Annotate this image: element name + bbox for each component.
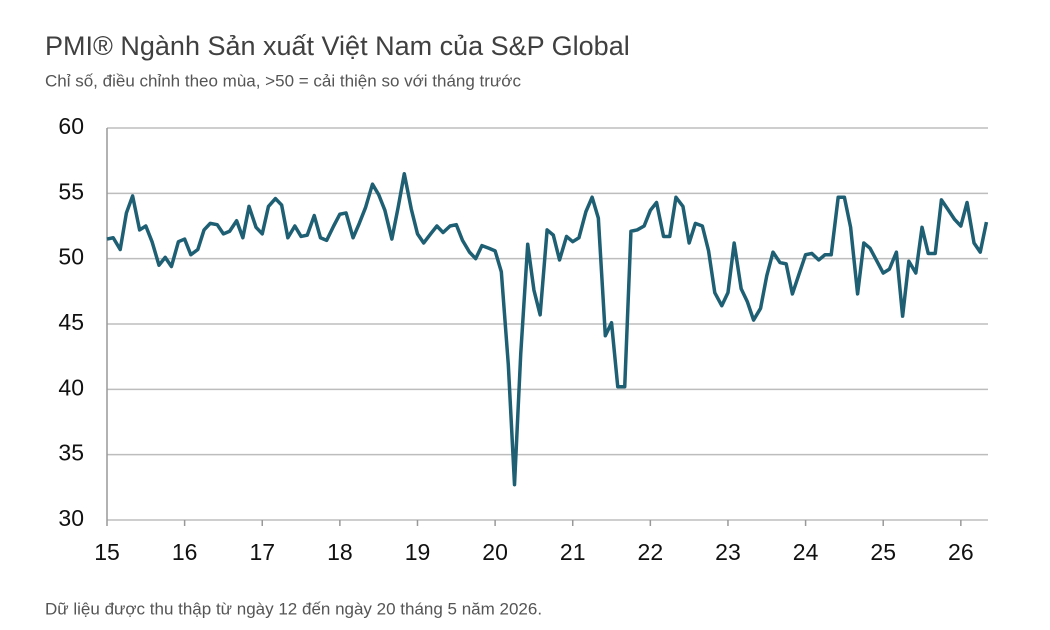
- y-tick-label: 45: [58, 309, 84, 335]
- x-tick-label: 15: [94, 539, 120, 565]
- y-tick-label: 40: [58, 374, 84, 400]
- chart-title: PMI® Ngành Sản xuất Việt Nam của S&P Glo…: [45, 31, 630, 61]
- x-tick-label: 26: [948, 539, 974, 565]
- y-tick-label: 50: [58, 244, 84, 270]
- x-tick-label: 21: [560, 539, 586, 565]
- series-line: [106, 171, 989, 487]
- x-tick-label: 16: [172, 539, 198, 565]
- x-tick-label: 18: [327, 539, 353, 565]
- y-tick-label: 60: [58, 113, 84, 139]
- x-tick-label: 24: [793, 539, 819, 565]
- y-tick-label: 55: [58, 178, 84, 204]
- chart-note: Dữ liệu được thu thập từ ngày 12 đến ngà…: [45, 599, 542, 618]
- x-tick-label: 19: [405, 539, 431, 565]
- x-tick-label: 23: [715, 539, 741, 565]
- y-tick-label: 35: [58, 440, 84, 466]
- x-tick-label: 25: [870, 539, 896, 565]
- chart-subtitle: Chỉ số, điều chỉnh theo mùa, >50 = cải t…: [45, 71, 521, 90]
- x-tick-label: 17: [249, 539, 275, 565]
- x-tick-label: 20: [482, 539, 508, 565]
- x-tick-label: 22: [638, 539, 664, 565]
- y-tick-label: 30: [58, 505, 84, 531]
